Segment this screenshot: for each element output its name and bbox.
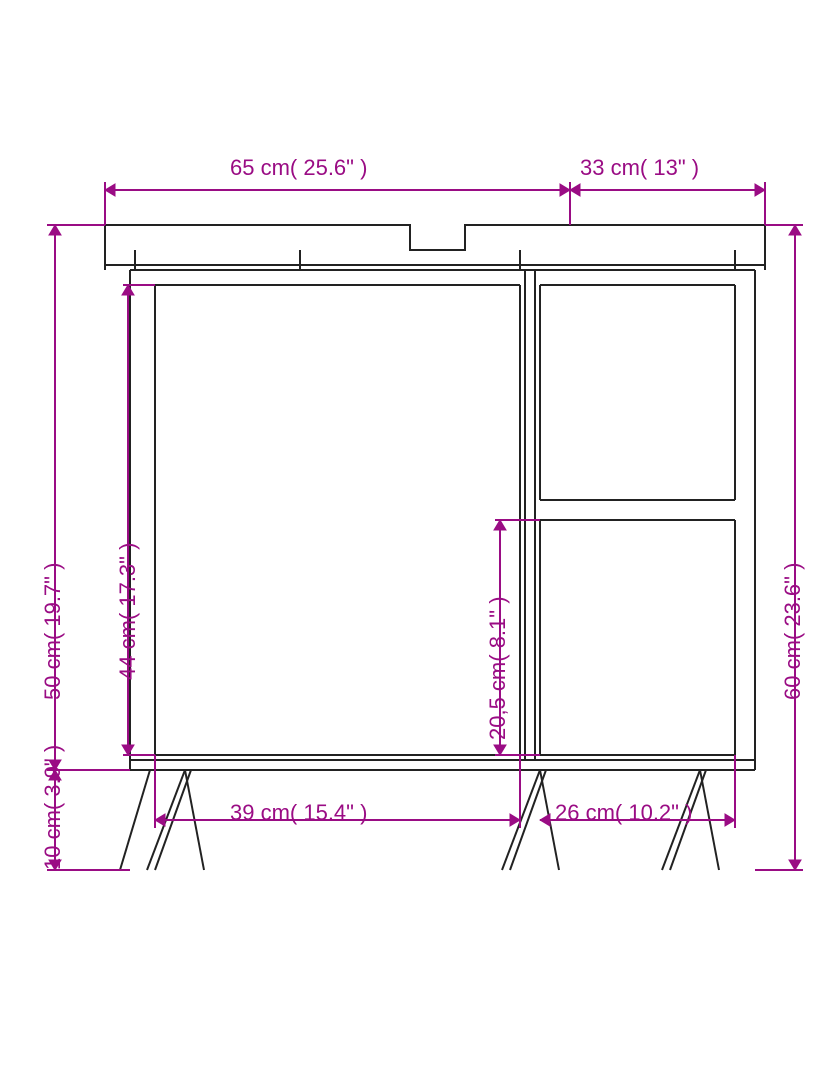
- diagram-stage: 65 cm( 25.6" ) 33 cm( 13" ) 50 cm( 19.7"…: [0, 0, 830, 1080]
- dim-label-left-44: 44 cm( 17.3" ): [115, 543, 141, 680]
- dim-label-left-50: 50 cm( 19.7" ): [40, 563, 66, 700]
- diagram-svg: [0, 0, 830, 1080]
- dim-label-right-60: 60 cm( 23.6" ): [780, 563, 806, 700]
- dim-label-left-10: 10 cm( 3.9" ): [40, 745, 66, 870]
- dim-label-bottom-39: 39 cm( 15.4" ): [230, 800, 367, 826]
- dim-label-bottom-26: 26 cm( 10.2" ): [555, 800, 692, 826]
- dim-label-top-width: 65 cm( 25.6" ): [230, 155, 367, 181]
- dim-label-mid-205: 20,5 cm( 8.1" ): [485, 596, 511, 740]
- dim-label-top-depth: 33 cm( 13" ): [580, 155, 699, 181]
